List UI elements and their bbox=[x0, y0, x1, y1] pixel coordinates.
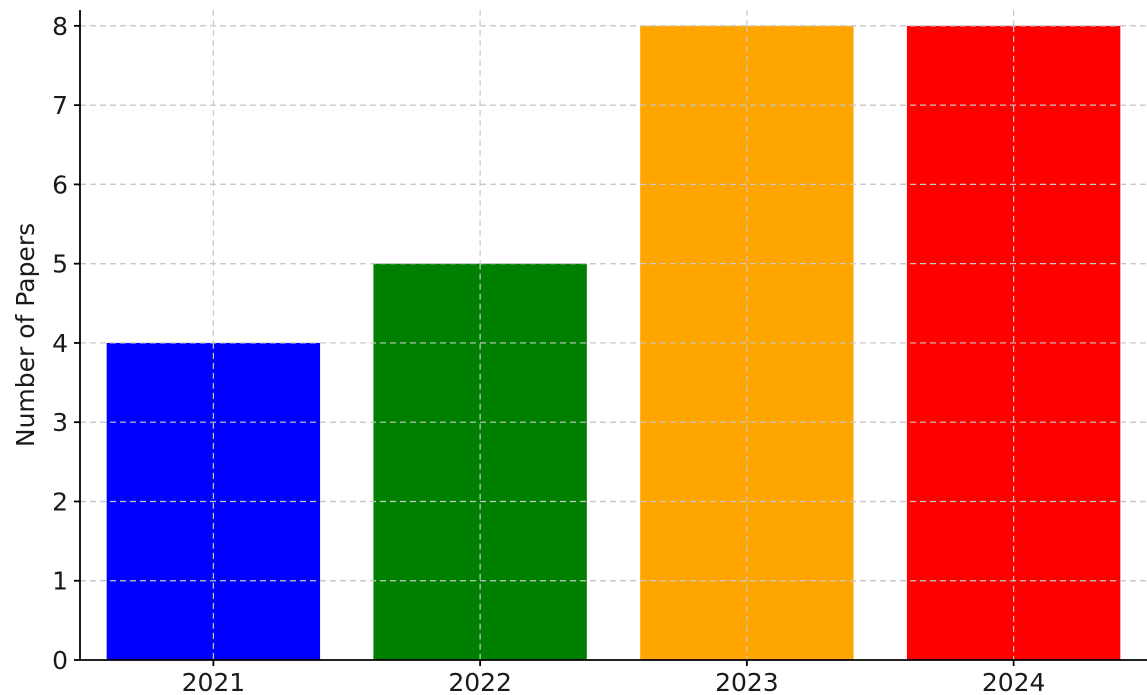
x-tick-label: 2023 bbox=[715, 668, 779, 695]
y-tick-label: 3 bbox=[52, 408, 68, 437]
y-axis-label: Number of Papers bbox=[11, 223, 40, 447]
y-tick-label: 5 bbox=[52, 250, 68, 279]
y-tick-label: 2 bbox=[52, 487, 68, 516]
x-tick-label: 2022 bbox=[448, 668, 512, 695]
y-tick-label: 7 bbox=[52, 91, 68, 120]
bar-2022 bbox=[373, 263, 587, 660]
y-tick-label: 0 bbox=[52, 646, 68, 675]
y-tick-label: 4 bbox=[52, 329, 68, 358]
ticks-layer: 0 1 2 3 4 5 6 7 8 2021 2022 2023 2024 bbox=[52, 12, 1045, 695]
y-tick-label: 1 bbox=[52, 567, 68, 596]
axes-layer bbox=[79, 10, 1147, 661]
y-tick-label: 6 bbox=[52, 170, 68, 199]
x-tick-label: 2021 bbox=[182, 668, 246, 695]
x-tick-label: 2024 bbox=[982, 668, 1046, 695]
bars-layer bbox=[80, 25, 1147, 661]
y-tick-label: 8 bbox=[52, 12, 68, 41]
